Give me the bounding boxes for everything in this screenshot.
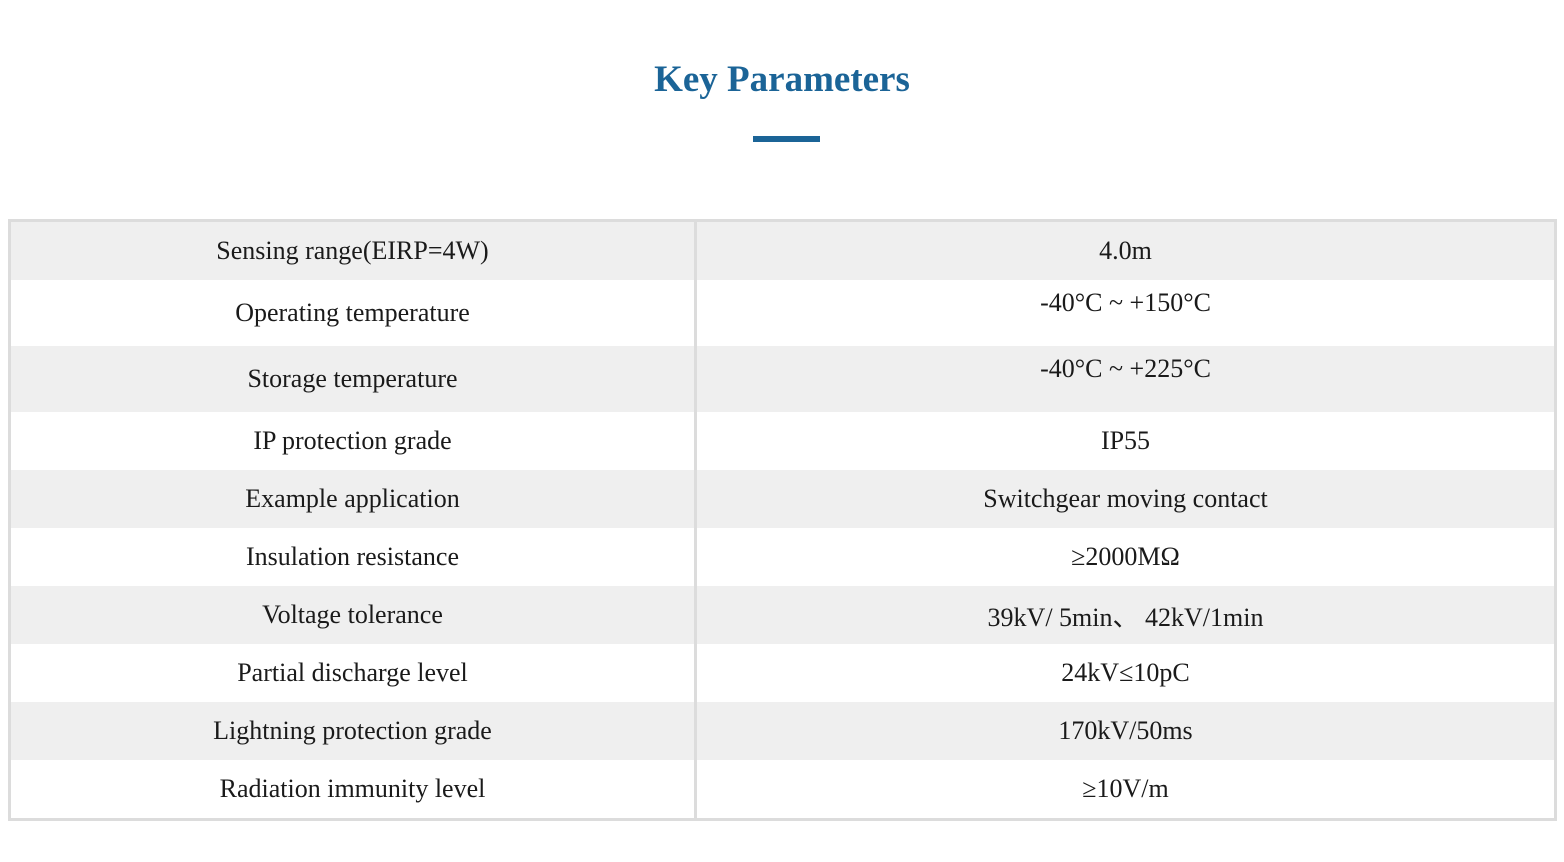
parameter-label: Storage temperature (9, 346, 697, 412)
table-row: Partial discharge level 24kV≤10pC (9, 644, 1556, 702)
table-row: Insulation resistance ≥2000MΩ (9, 528, 1556, 586)
parameter-label: Radiation immunity level (9, 760, 697, 820)
parameter-value: IP55 (695, 412, 1556, 470)
parameter-value: -40°C ~ +225°C (695, 346, 1556, 412)
table-row: Lightning protection grade 170kV/50ms (9, 702, 1556, 760)
table-row: Voltage tolerance 39kV/ 5min、 42kV/1min (9, 586, 1556, 644)
parameter-value: ≥2000MΩ (695, 528, 1556, 586)
table-row: Sensing range(EIRP=4W) 4.0m (9, 220, 1556, 280)
parameter-label: Voltage tolerance (9, 586, 697, 644)
parameter-label: IP protection grade (9, 412, 697, 470)
parameter-value: 170kV/50ms (695, 702, 1556, 760)
parameter-value: 39kV/ 5min、 42kV/1min (695, 586, 1556, 644)
parameter-value: 4.0m (695, 220, 1556, 280)
table-row: Radiation immunity level ≥10V/m (9, 760, 1556, 820)
parameter-value: 24kV≤10pC (695, 644, 1556, 702)
title-underline (753, 136, 820, 142)
page-title: Key Parameters (654, 59, 910, 100)
parameter-label: Lightning protection grade (9, 702, 697, 760)
parameter-value: -40°C ~ +150°C (695, 280, 1556, 346)
table-row: Operating temperature -40°C ~ +150°C (9, 280, 1556, 346)
parameters-table-body: Sensing range(EIRP=4W) 4.0m Operating te… (9, 220, 1556, 820)
parameter-label: Example application (9, 470, 697, 528)
parameters-table: Sensing range(EIRP=4W) 4.0m Operating te… (8, 219, 1557, 821)
parameter-value: ≥10V/m (695, 760, 1556, 820)
table-row: IP protection grade IP55 (9, 412, 1556, 470)
parameter-label: Insulation resistance (9, 528, 697, 586)
parameter-label: Partial discharge level (9, 644, 697, 702)
parameter-label: Sensing range(EIRP=4W) (9, 220, 697, 280)
table-row: Storage temperature -40°C ~ +225°C (9, 346, 1556, 412)
parameter-value: Switchgear moving contact (695, 470, 1556, 528)
parameter-label: Operating temperature (9, 280, 697, 346)
table-row: Example application Switchgear moving co… (9, 470, 1556, 528)
